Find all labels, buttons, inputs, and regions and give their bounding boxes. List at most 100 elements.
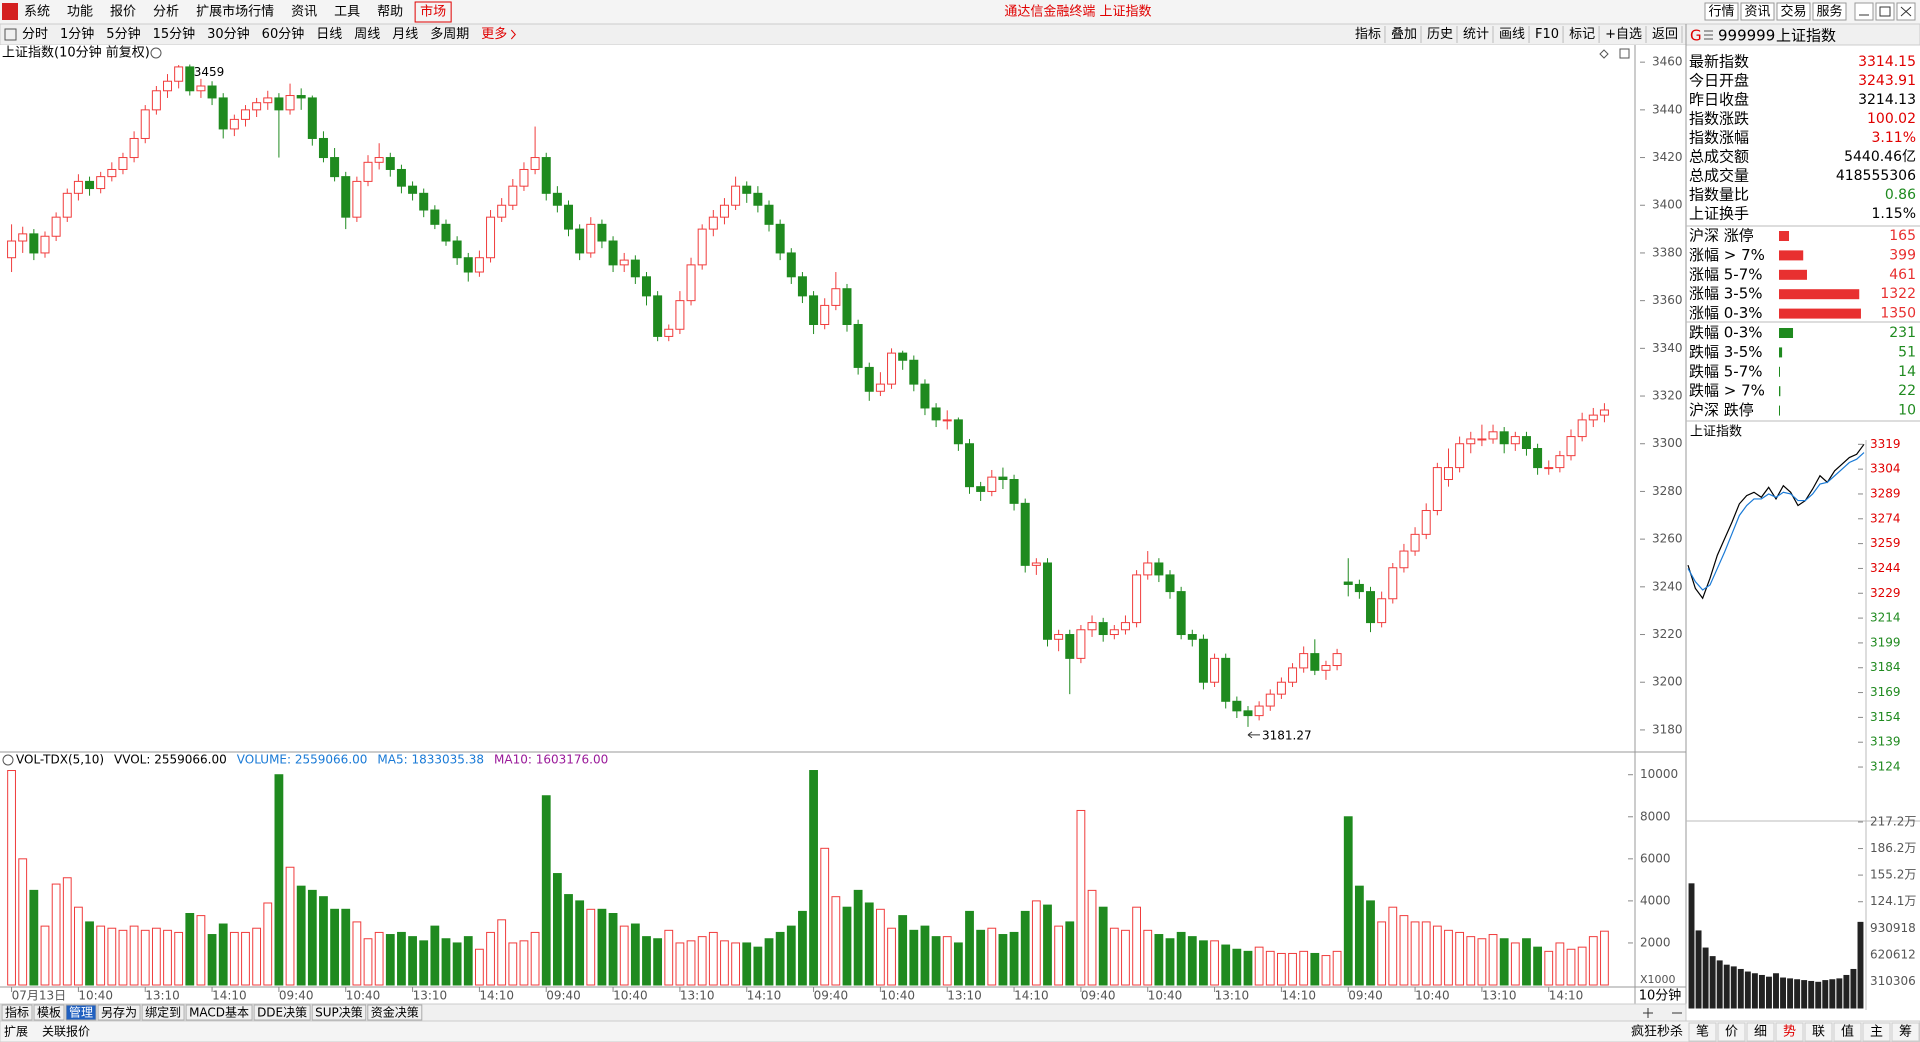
- view-button[interactable]: [1688, 1022, 1717, 1042]
- toolbar-item[interactable]: 返回: [1652, 27, 1678, 42]
- period-item[interactable]: 5分钟: [106, 26, 140, 42]
- top-tab-label[interactable]: 交易: [1780, 4, 1806, 20]
- settings-icon[interactable]: [150, 47, 162, 59]
- volume-bar: [85, 921, 94, 986]
- candle-body: [764, 204, 774, 225]
- view-button-label[interactable]: 主: [1870, 1025, 1883, 1040]
- toolbar-item[interactable]: 历史: [1427, 27, 1453, 42]
- candle-body: [1510, 436, 1520, 445]
- bottom-tab[interactable]: 管理: [69, 1005, 93, 1020]
- y-tick-label: 3274: [1870, 511, 1901, 525]
- view-button-label[interactable]: 细: [1754, 1025, 1767, 1040]
- toolbar-item[interactable]: +自选: [1605, 27, 1642, 42]
- candle-body: [307, 97, 317, 139]
- toolbar-item[interactable]: 画线: [1499, 27, 1525, 42]
- period-item[interactable]: 周线: [354, 27, 380, 42]
- volume-bar: [330, 908, 339, 986]
- toolbar-item[interactable]: 统计: [1463, 27, 1489, 42]
- view-button[interactable]: [1717, 1022, 1746, 1042]
- bottom-tab[interactable]: SUP决策: [315, 1006, 363, 1020]
- candle-body: [842, 288, 852, 325]
- candle-body: [1343, 581, 1353, 585]
- y-tick-label: 3340: [1652, 341, 1683, 355]
- bottom-tab[interactable]: MACD基本: [189, 1006, 249, 1020]
- tool-icon[interactable]: [1619, 48, 1630, 59]
- toolbar-item[interactable]: 叠加: [1391, 27, 1417, 42]
- period-item[interactable]: 分时: [22, 27, 48, 42]
- bottom-tab[interactable]: DDE决策: [257, 1006, 307, 1020]
- status-item[interactable]: 关联报价: [42, 1024, 90, 1039]
- settings-icon[interactable]: [2, 754, 14, 766]
- period-item[interactable]: 1分钟: [60, 26, 94, 42]
- quote-value: 0.86: [1885, 187, 1916, 203]
- candle-body: [797, 276, 807, 297]
- view-button[interactable]: [1746, 1022, 1775, 1042]
- y-tick-label: 3260: [1652, 532, 1683, 546]
- bottom-tab[interactable]: 指标: [5, 1005, 29, 1020]
- view-button-label[interactable]: 笔: [1696, 1024, 1709, 1040]
- menu-item[interactable]: 功能: [67, 5, 93, 20]
- tool-icon[interactable]: [1599, 49, 1609, 59]
- candle-body: [953, 419, 963, 445]
- volume-bar: [530, 931, 540, 986]
- candle-body: [1254, 705, 1264, 717]
- volume-bar: [920, 925, 930, 986]
- y-tick-label: 8000: [1640, 809, 1671, 823]
- y-tick-label: 3320: [1652, 389, 1683, 403]
- view-button[interactable]: [1833, 1022, 1862, 1042]
- top-tab[interactable]: [1776, 2, 1811, 21]
- top-tab[interactable]: [1812, 2, 1847, 21]
- candle-body: [18, 233, 28, 242]
- period-item[interactable]: 多周期: [430, 26, 469, 42]
- volume-bar: [1076, 809, 1086, 986]
- volume-bar: [1354, 885, 1364, 986]
- view-button[interactable]: [1891, 1022, 1920, 1042]
- period-item[interactable]: 日线: [316, 27, 342, 42]
- menu-item[interactable]: 系统: [24, 5, 50, 20]
- menu-item[interactable]: 工具: [334, 5, 360, 20]
- view-button[interactable]: [1775, 1022, 1804, 1042]
- zoom-buttons[interactable]: [1643, 1008, 1682, 1018]
- top-tab[interactable]: [1704, 2, 1739, 21]
- status-item[interactable]: 扩展: [4, 1025, 28, 1039]
- view-button-label[interactable]: 联: [1812, 1025, 1825, 1040]
- menu-item[interactable]: 扩展市场行情: [196, 4, 274, 20]
- view-button-label[interactable]: 值: [1841, 1024, 1854, 1040]
- period-item[interactable]: 更多: [481, 26, 507, 42]
- toolbar-item[interactable]: F10: [1535, 27, 1559, 42]
- view-button-label[interactable]: 价: [1725, 1025, 1738, 1040]
- view-button[interactable]: [1862, 1022, 1891, 1042]
- menu-item[interactable]: 分析: [153, 5, 179, 20]
- y-tick-label: 3124: [1870, 760, 1901, 774]
- top-tab[interactable]: [1740, 2, 1775, 21]
- view-button-label[interactable]: 筹: [1899, 1024, 1912, 1040]
- maximize[interactable]: [1875, 2, 1895, 21]
- candle-body: [775, 223, 785, 254]
- bottom-tab[interactable]: 另存为: [101, 1006, 137, 1020]
- breadth-value: 1350: [1880, 306, 1916, 322]
- bottom-tab[interactable]: 绑定到: [145, 1005, 181, 1020]
- view-button-label[interactable]: 势: [1783, 1024, 1796, 1040]
- bottom-tab-bg: [185, 1004, 253, 1021]
- chart-title: 上证指数(10分钟 前复权): [2, 45, 150, 61]
- view-button[interactable]: [1804, 1022, 1833, 1042]
- period-item[interactable]: 月线: [392, 27, 418, 42]
- menu-icon[interactable]: [1704, 30, 1713, 40]
- volume-bar: [1154, 934, 1164, 986]
- top-tab-label[interactable]: 行情: [1708, 5, 1734, 20]
- menu-item[interactable]: 报价: [110, 5, 136, 20]
- menu-item[interactable]: 帮助: [377, 5, 403, 20]
- minimize[interactable]: [1854, 2, 1874, 21]
- menu-item[interactable]: 资讯: [291, 5, 317, 20]
- bottom-tab[interactable]: 资金决策: [371, 1005, 419, 1020]
- top-tab-label[interactable]: 服务: [1816, 4, 1842, 20]
- toolbar-item[interactable]: 标记: [1569, 27, 1595, 42]
- bottom-tab[interactable]: 模板: [37, 1006, 61, 1020]
- top-tab-label[interactable]: 资讯: [1744, 5, 1770, 20]
- period-item[interactable]: 60分钟: [262, 26, 305, 42]
- promo[interactable]: 疯狂秒杀: [1631, 1024, 1683, 1040]
- toolbar-item[interactable]: 指标: [1355, 27, 1381, 42]
- period-item[interactable]: 15分钟: [153, 26, 196, 42]
- period-item[interactable]: 30分钟: [207, 26, 250, 42]
- menu-item[interactable]: 市场: [420, 4, 446, 20]
